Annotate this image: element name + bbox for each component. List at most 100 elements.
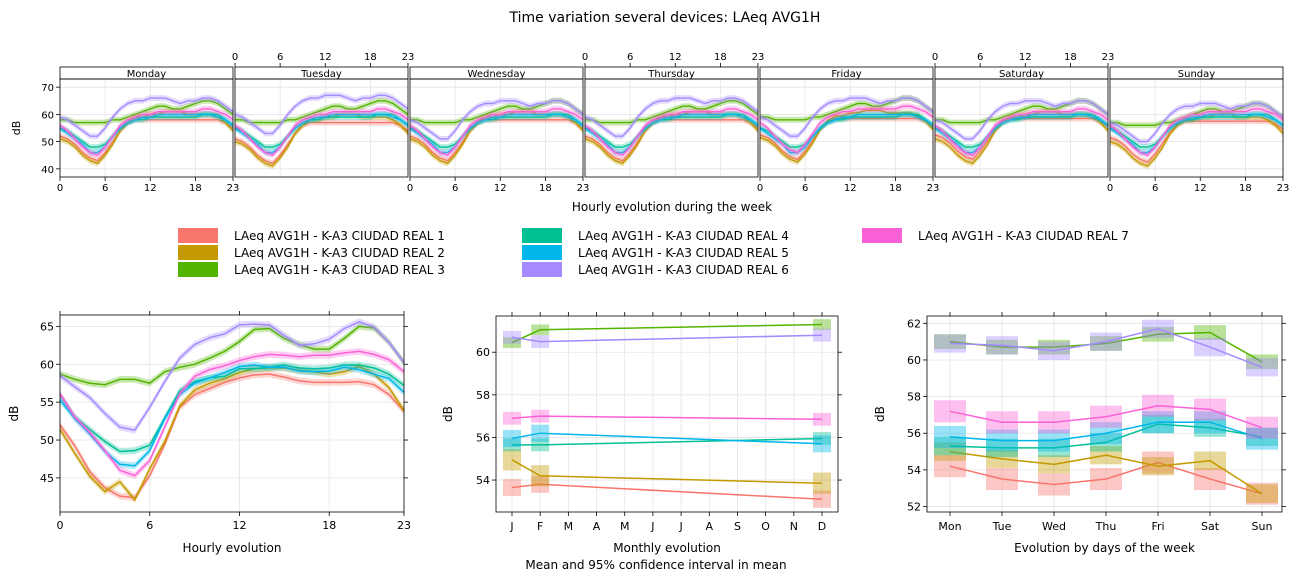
confidence-band bbox=[1110, 100, 1283, 145]
legend: LAeq AVG1H - K-A3 CIUDAD REAL 1 LAeq AVG1… bbox=[178, 228, 1129, 277]
x-tick-label: 6 bbox=[146, 519, 153, 532]
panel-border bbox=[409, 78, 584, 178]
ci-box bbox=[813, 412, 831, 426]
panel-label-friday: Friday bbox=[831, 69, 861, 80]
ci-box bbox=[813, 328, 831, 342]
x-tick-label: 23 bbox=[1277, 183, 1290, 194]
series-line bbox=[1109, 120, 1284, 163]
series-line bbox=[59, 97, 234, 137]
y-tick-label: 56 bbox=[476, 431, 490, 444]
x-tick-label: 18 bbox=[889, 183, 902, 194]
x-tick-label: Mon bbox=[938, 520, 961, 533]
ci-box bbox=[813, 435, 831, 453]
confidence-band bbox=[1110, 111, 1283, 170]
y-tick-label: 54 bbox=[907, 464, 921, 477]
ci-box bbox=[934, 400, 966, 423]
ci-box bbox=[934, 425, 966, 448]
x-tick-label: 12 bbox=[1194, 183, 1207, 194]
ci-box bbox=[934, 334, 966, 353]
series-line bbox=[511, 483, 823, 500]
series-line bbox=[585, 100, 759, 124]
series-line bbox=[949, 405, 1263, 429]
x-tick-label: J bbox=[678, 520, 682, 533]
series-line bbox=[584, 119, 759, 162]
confidence-band bbox=[60, 97, 233, 126]
confidence-band bbox=[1110, 118, 1283, 165]
y-axis-label: dB bbox=[10, 121, 23, 136]
y-tick-label: 60 bbox=[476, 346, 490, 359]
y-tick-label: 70 bbox=[41, 83, 54, 94]
series-line bbox=[59, 373, 405, 499]
x-tick-label: M bbox=[620, 520, 630, 533]
series-line bbox=[511, 415, 823, 421]
weekly-chart: Monday 0 6 12 18 23 Tuesday 0 6 12 18 23 Wednesday 0 6… bbox=[10, 52, 1289, 214]
monthly-chart: J F M A M J J A S O N D 54 56 58 60 dB Monthly evolution bbox=[441, 312, 842, 555]
x-tick-label: 12 bbox=[669, 52, 682, 63]
x-tick-label: 12 bbox=[144, 183, 157, 194]
confidence-band bbox=[935, 115, 1108, 163]
confidence-band bbox=[235, 92, 408, 137]
series-line bbox=[59, 365, 405, 502]
x-tick-label: 12 bbox=[319, 52, 332, 63]
series-line bbox=[759, 117, 934, 161]
x-tick-label: 0 bbox=[1107, 183, 1113, 194]
confidence-band bbox=[760, 95, 933, 123]
y-tick-label: 60 bbox=[907, 354, 921, 367]
weekday-chart: Mon Tue Wed Thu Fri Sat Sun 52 54 56 58 60 62 dB Evolu… bbox=[873, 312, 1286, 555]
plot-border bbox=[926, 315, 1283, 513]
ci-box bbox=[503, 337, 521, 348]
legend-swatch bbox=[522, 228, 562, 243]
panel-label-saturday: Saturday bbox=[999, 69, 1044, 80]
series-line bbox=[584, 108, 759, 157]
confidence-band bbox=[235, 97, 408, 126]
confidence-band bbox=[60, 116, 233, 164]
confidence-band bbox=[60, 323, 404, 389]
x-tick-label: O bbox=[761, 520, 770, 533]
confidence-band bbox=[585, 97, 758, 126]
series-line bbox=[409, 108, 584, 157]
legend-label: LAeq AVG1H - K-A3 CIUDAD REAL 1 bbox=[234, 229, 445, 243]
legend-swatch bbox=[522, 262, 562, 277]
x-axis-label: Hourly evolution bbox=[183, 541, 282, 555]
x-tick-label: 23 bbox=[1102, 52, 1115, 63]
confidence-band bbox=[410, 97, 583, 126]
y-tick-label: 50 bbox=[41, 138, 54, 149]
series-line bbox=[511, 432, 823, 445]
x-axis-label: Hourly evolution during the week bbox=[572, 200, 772, 214]
series-line bbox=[409, 100, 584, 140]
y-tick-label: 58 bbox=[907, 391, 921, 404]
series-line bbox=[59, 320, 405, 432]
x-tick-label: 23 bbox=[577, 183, 590, 194]
x-axis-label: Evolution by days of the week bbox=[1014, 541, 1195, 555]
x-tick-label: 0 bbox=[407, 183, 413, 194]
x-tick-label: F bbox=[537, 520, 543, 533]
y-axis-label: dB bbox=[441, 406, 455, 422]
series-line bbox=[235, 100, 409, 124]
confidence-band bbox=[235, 111, 408, 170]
x-tick-label: 0 bbox=[932, 52, 938, 63]
panel-border bbox=[934, 78, 1109, 178]
x-tick-label: Sun bbox=[1252, 520, 1273, 533]
x-axis-label: Monthly evolution bbox=[613, 541, 721, 555]
hourly-chart: 0 6 12 18 23 45 50 55 60 65 dB Hourly evolution bbox=[7, 311, 411, 555]
x-tick-label: 12 bbox=[844, 183, 857, 194]
legend-swatch bbox=[862, 228, 902, 243]
series-line bbox=[59, 364, 405, 453]
x-tick-label: 12 bbox=[232, 519, 246, 532]
panel-label-sunday: Sunday bbox=[1178, 69, 1215, 80]
x-tick-label: 0 bbox=[57, 183, 63, 194]
confidence-band bbox=[60, 370, 404, 501]
confidence-band bbox=[935, 97, 1108, 126]
series-line bbox=[409, 119, 584, 162]
ci-box bbox=[934, 436, 966, 456]
x-tick-label: 6 bbox=[277, 52, 283, 63]
legend-swatch bbox=[178, 228, 218, 243]
ci-box bbox=[813, 472, 831, 494]
x-tick-label: 18 bbox=[189, 183, 202, 194]
x-tick-label: 23 bbox=[227, 183, 240, 194]
panel-border bbox=[584, 78, 759, 178]
x-tick-label: N bbox=[790, 520, 798, 533]
confidence-band bbox=[60, 361, 404, 455]
x-tick-label: M bbox=[564, 520, 574, 533]
y-tick-label: 50 bbox=[40, 434, 54, 447]
